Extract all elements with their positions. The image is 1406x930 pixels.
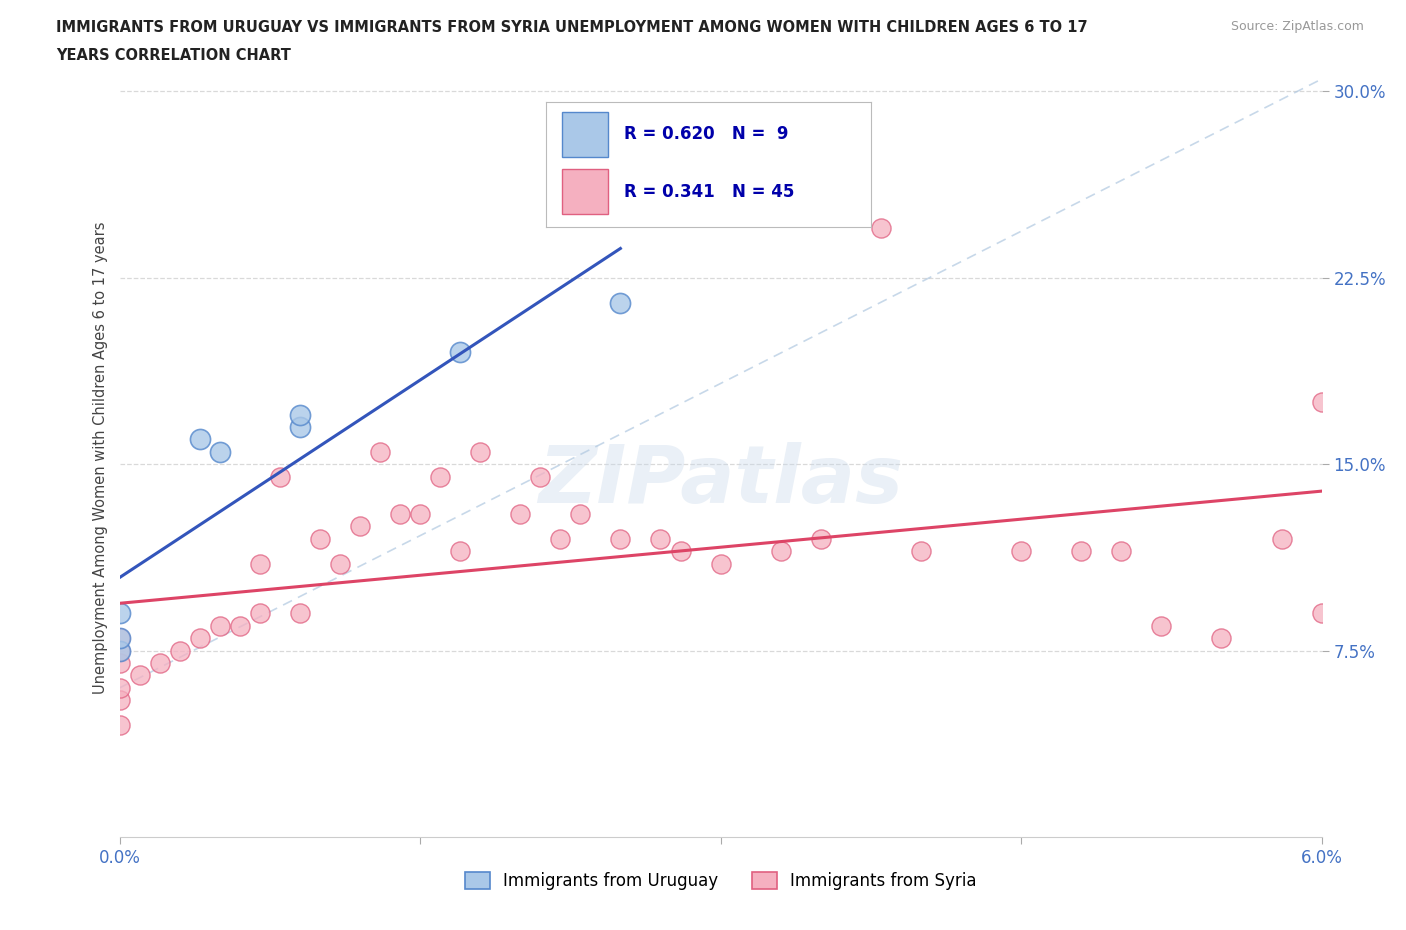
Point bbox=[288, 419, 311, 434]
Point bbox=[1271, 531, 1294, 546]
Point bbox=[669, 544, 692, 559]
Point bbox=[529, 470, 551, 485]
Point bbox=[128, 668, 150, 683]
Point bbox=[288, 407, 311, 422]
Point bbox=[1211, 631, 1233, 645]
Point bbox=[329, 556, 352, 571]
Point bbox=[149, 656, 172, 671]
Point bbox=[108, 693, 131, 708]
Point bbox=[509, 507, 531, 522]
Point bbox=[1070, 544, 1092, 559]
Text: IMMIGRANTS FROM URUGUAY VS IMMIGRANTS FROM SYRIA UNEMPLOYMENT AMONG WOMEN WITH C: IMMIGRANTS FROM URUGUAY VS IMMIGRANTS FR… bbox=[56, 20, 1088, 35]
Point bbox=[368, 445, 391, 459]
Text: YEARS CORRELATION CHART: YEARS CORRELATION CHART bbox=[56, 48, 291, 63]
Point bbox=[169, 644, 191, 658]
Point bbox=[429, 470, 451, 485]
Point bbox=[108, 644, 131, 658]
Text: ZIPatlas: ZIPatlas bbox=[538, 442, 903, 520]
Point bbox=[1310, 606, 1333, 621]
Point bbox=[249, 556, 271, 571]
Point bbox=[108, 718, 131, 733]
Point bbox=[188, 432, 211, 446]
Point bbox=[869, 220, 891, 235]
Point bbox=[1111, 544, 1133, 559]
Point bbox=[709, 556, 731, 571]
Point bbox=[208, 618, 231, 633]
Point bbox=[108, 656, 131, 671]
Point bbox=[269, 470, 291, 485]
Legend: Immigrants from Uruguay, Immigrants from Syria: Immigrants from Uruguay, Immigrants from… bbox=[458, 866, 983, 897]
Point bbox=[249, 606, 271, 621]
Point bbox=[409, 507, 432, 522]
Point bbox=[349, 519, 371, 534]
Point bbox=[1150, 618, 1173, 633]
Point bbox=[1010, 544, 1032, 559]
Point bbox=[208, 445, 231, 459]
Point bbox=[108, 606, 131, 621]
Point bbox=[288, 606, 311, 621]
Point bbox=[108, 631, 131, 645]
Point bbox=[569, 507, 592, 522]
Point bbox=[548, 531, 571, 546]
Point bbox=[609, 295, 631, 310]
Point bbox=[910, 544, 932, 559]
Point bbox=[188, 631, 211, 645]
Point bbox=[769, 544, 792, 559]
Point bbox=[449, 345, 471, 360]
Point bbox=[650, 531, 672, 546]
Point bbox=[108, 681, 131, 696]
Y-axis label: Unemployment Among Women with Children Ages 6 to 17 years: Unemployment Among Women with Children A… bbox=[93, 221, 108, 695]
Point bbox=[468, 445, 492, 459]
Point bbox=[810, 531, 832, 546]
Point bbox=[309, 531, 332, 546]
Point bbox=[1310, 394, 1333, 409]
Point bbox=[108, 644, 131, 658]
Point bbox=[609, 531, 631, 546]
Point bbox=[228, 618, 252, 633]
Point bbox=[388, 507, 412, 522]
Point bbox=[449, 544, 471, 559]
Text: Source: ZipAtlas.com: Source: ZipAtlas.com bbox=[1230, 20, 1364, 33]
Point bbox=[108, 631, 131, 645]
